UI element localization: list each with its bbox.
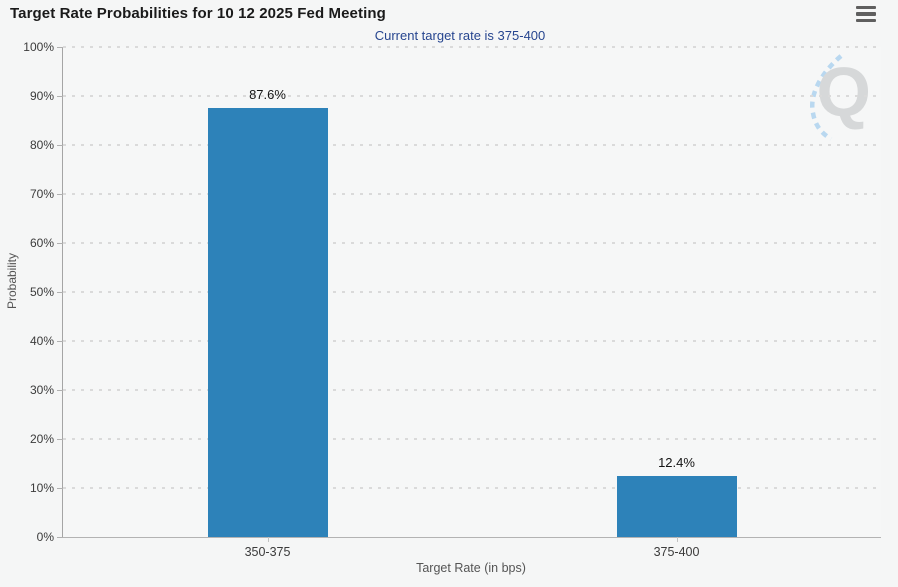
watermark-swoosh-icon (810, 54, 843, 141)
gridline (63, 242, 881, 244)
hamburger-bar (856, 12, 876, 16)
gridline (63, 438, 881, 440)
x-axis-tick (267, 537, 269, 542)
x-axis-title: Target Rate (in bps) (416, 561, 526, 575)
gridline (63, 340, 881, 342)
hamburger-bar (856, 6, 876, 10)
gridline (63, 389, 881, 391)
y-axis-tick-label: 70% (29, 187, 54, 201)
gridline (63, 487, 881, 489)
y-axis-tick (57, 47, 63, 48)
bar-value-label: 12.4% (658, 455, 695, 471)
y-axis-tick (57, 390, 63, 391)
page-title: Target Rate Probabilities for 10 12 2025… (10, 5, 386, 22)
x-axis-tick-label: 375-400 (653, 545, 700, 559)
chart-bar[interactable] (616, 476, 737, 537)
y-axis-tick-label: 50% (29, 285, 54, 299)
y-axis-tick (57, 243, 63, 244)
y-axis-tick-label: 100% (23, 40, 54, 54)
y-axis-tick (57, 96, 63, 97)
chart-bar[interactable] (207, 107, 328, 537)
y-axis-tick (57, 439, 63, 440)
y-axis-tick (57, 292, 63, 293)
x-axis-tick (676, 537, 678, 542)
y-axis-title: Probability (5, 253, 19, 310)
quikstrike-watermark: Q (779, 53, 875, 143)
y-axis-tick-label: 60% (29, 236, 54, 250)
gridline (63, 193, 881, 195)
gridline (63, 144, 881, 146)
gridline (63, 291, 881, 293)
y-axis-tick (57, 194, 63, 195)
hamburger-bar (856, 18, 876, 22)
hamburger-menu-icon[interactable] (856, 6, 876, 22)
y-axis-tick-label: 30% (29, 383, 54, 397)
x-axis-tick-label: 350-375 (244, 545, 291, 559)
y-axis-tick (57, 537, 63, 538)
chart-subtitle: Current target rate is 375-400 (374, 28, 546, 43)
y-axis-tick-label: 80% (29, 138, 54, 152)
y-axis-tick-label: 10% (29, 481, 54, 495)
y-axis-tick-label: 20% (29, 432, 54, 446)
watermark-q-letter: Q (816, 53, 871, 131)
y-axis-tick-label: 0% (36, 530, 54, 544)
y-axis-tick (57, 145, 63, 146)
y-axis-tick-label: 90% (29, 89, 54, 103)
y-axis-tick (57, 488, 63, 489)
bar-value-label: 87.6% (249, 86, 286, 102)
y-axis-tick-label: 40% (29, 334, 54, 348)
gridline (63, 95, 881, 97)
gridline (63, 46, 881, 48)
plot-area: Q 0% 10% 20% 30% 40% 50% 60% 70% 80% 90% 100% 87.6%… (23, 40, 881, 559)
y-axis-tick (57, 341, 63, 342)
